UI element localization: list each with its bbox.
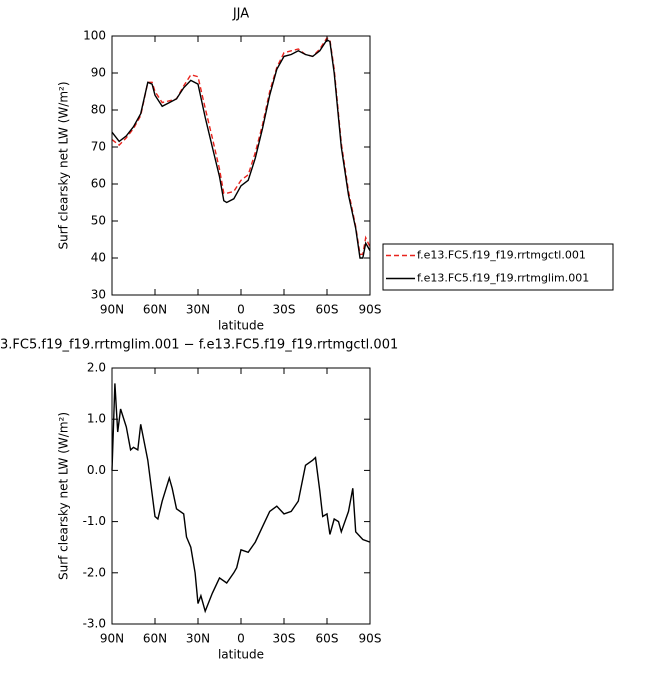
y-tick-label: -3.0 — [83, 617, 106, 631]
x-tick-label: 90S — [359, 632, 382, 646]
data-line — [111, 383, 371, 614]
x-axis-label: latitude — [218, 648, 264, 662]
x-tick-label: 90S — [359, 303, 382, 317]
y-tick-label: 30 — [91, 288, 106, 302]
x-tick-label: 60N — [143, 303, 167, 317]
y-tick-label: 40 — [91, 251, 106, 265]
y-tick-label: 0.0 — [87, 463, 106, 477]
plot-frame — [111, 367, 371, 625]
y-tick-label: 2.0 — [87, 361, 106, 375]
chart-title: JJA — [232, 7, 249, 22]
plot-frame — [111, 35, 371, 296]
y-tick-label: 50 — [91, 214, 106, 228]
x-tick-label: 0 — [237, 632, 245, 646]
x-tick-label: 30S — [273, 632, 296, 646]
x-tick-label: 30N — [186, 632, 210, 646]
x-tick-label: 90N — [100, 632, 124, 646]
y-tick-label: 80 — [91, 103, 106, 117]
y-tick-label: -1.0 — [83, 514, 106, 528]
x-tick-label: 60S — [316, 303, 339, 317]
legend-label: f.e13.FC5.f19_f19.rrtmgctl.001 — [417, 249, 586, 262]
x-tick-label: 60S — [316, 632, 339, 646]
y-tick-label: 100 — [83, 29, 106, 43]
x-tick-label: 30S — [273, 303, 296, 317]
y-tick-label: 60 — [91, 177, 106, 191]
x-axis-label: latitude — [218, 319, 264, 333]
data-line — [111, 36, 371, 255]
x-tick-label: 60N — [143, 632, 167, 646]
chart-title: 3.FC5.f19_f19.rrtmglim.001 − f.e13.FC5.f… — [0, 338, 398, 353]
x-tick-label: 0 — [237, 303, 245, 317]
legend-label: f.e13.FC5.f19_f19.rrtmglim.001 — [417, 272, 589, 285]
y-tick-label: 1.0 — [87, 412, 106, 426]
y-tick-label: -2.0 — [83, 565, 106, 579]
y-axis-label: Surf clearsky net LW (W/m²) — [57, 412, 71, 580]
legend-box — [382, 243, 614, 291]
data-line — [111, 38, 371, 259]
y-axis-label: Surf clearsky net LW (W/m²) — [57, 81, 71, 249]
y-tick-label: 70 — [91, 140, 106, 154]
x-tick-label: 90N — [100, 303, 124, 317]
y-tick-label: 90 — [91, 66, 106, 80]
x-tick-label: 30N — [186, 303, 210, 317]
